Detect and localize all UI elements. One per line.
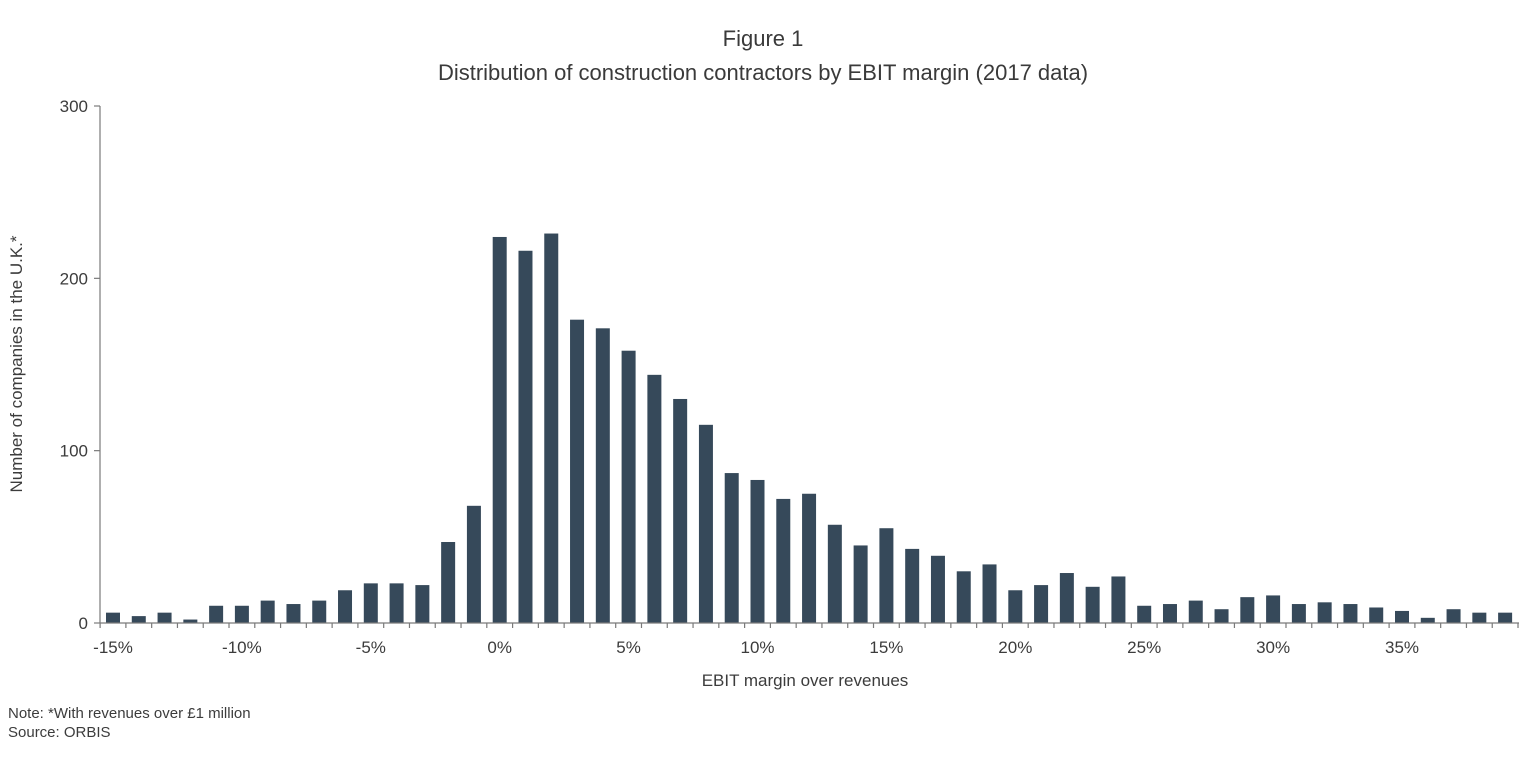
histogram-bar	[827, 524, 842, 623]
x-tick-label: -10%	[222, 638, 262, 657]
histogram-bar	[363, 583, 378, 623]
histogram-bar	[1472, 612, 1487, 623]
histogram-bar	[518, 250, 533, 623]
histogram-bar	[930, 555, 945, 623]
histogram-bar	[209, 605, 224, 623]
histogram-bar	[1137, 605, 1152, 623]
histogram-bar	[853, 545, 868, 623]
histogram-bar	[570, 319, 585, 623]
histogram-bar	[1446, 609, 1461, 623]
x-tick-label: 25%	[1127, 638, 1161, 657]
histogram-bar	[1034, 585, 1049, 623]
histogram-bar	[1395, 610, 1409, 623]
histogram-bar	[1343, 604, 1358, 623]
histogram-bar	[621, 350, 636, 623]
histogram-bar	[776, 498, 791, 623]
x-tick-label: 15%	[869, 638, 903, 657]
histogram-bar	[415, 585, 430, 623]
figure-title: Figure 1	[722, 26, 804, 51]
x-tick-label: 20%	[998, 638, 1032, 657]
histogram-bar	[956, 571, 971, 623]
histogram-bar	[466, 505, 481, 623]
chart-subtitle: Distribution of construction contractors…	[437, 60, 1089, 85]
histogram-bar	[183, 619, 198, 623]
histogram-bar	[157, 612, 172, 623]
histogram-bar	[1317, 602, 1332, 623]
histogram-bar	[286, 604, 301, 623]
histogram-bar	[647, 374, 662, 623]
histogram-bar	[234, 605, 249, 623]
source-note: Source: ORBIS	[8, 724, 111, 741]
histogram-bar	[1420, 617, 1435, 623]
histogram-bar	[879, 528, 894, 623]
x-tick-label: 35%	[1385, 638, 1419, 657]
histogram-bar	[492, 236, 507, 623]
histogram-bar	[595, 328, 610, 623]
histogram-bar	[802, 493, 817, 623]
histogram-bar	[1214, 609, 1229, 623]
x-tick-label: 30%	[1256, 638, 1290, 657]
histogram-bar	[750, 479, 765, 623]
axes	[94, 105, 1519, 628]
histogram-bar	[982, 564, 997, 623]
x-tick-label: -15%	[93, 638, 133, 657]
x-tick-label: 0%	[487, 638, 512, 657]
histogram-bar	[1240, 597, 1255, 623]
histogram-bar	[131, 616, 146, 623]
y-axis-title: Number of companies in the U.K.*	[7, 235, 26, 492]
x-tick-label: 5%	[616, 638, 641, 657]
histogram-bar	[673, 398, 688, 623]
histogram-bar	[389, 583, 404, 623]
histogram-bar	[1369, 607, 1384, 623]
histogram-bar	[1188, 600, 1203, 623]
histogram-bar	[1008, 590, 1023, 623]
histogram-bar	[1498, 612, 1513, 623]
bar-series	[106, 233, 1513, 623]
x-axis-title: EBIT margin over revenues	[702, 671, 909, 690]
chart-notes: Note: *With revenues over £1 million Sou…	[8, 704, 251, 742]
histogram-bar	[1059, 573, 1074, 623]
histogram-bar	[312, 600, 327, 623]
y-tick-label: 100	[60, 442, 88, 461]
y-tick-label: 0	[79, 614, 88, 633]
histogram-bar	[1085, 586, 1100, 623]
histogram-bar	[1266, 595, 1281, 623]
histogram-bar	[441, 542, 456, 623]
histogram-bar	[724, 473, 739, 623]
histogram-bar	[1162, 604, 1177, 623]
x-tick-label: -5%	[356, 638, 386, 657]
histogram-bar	[106, 612, 120, 623]
histogram-bar	[338, 590, 353, 623]
x-tick-label: 10%	[740, 638, 774, 657]
histogram-bar	[698, 424, 713, 623]
histogram-bar	[1291, 604, 1306, 623]
histogram-bar	[544, 233, 559, 623]
y-tick-label: 200	[60, 269, 88, 288]
footnote: Note: *With revenues over £1 million	[8, 705, 251, 722]
histogram-bar	[905, 548, 920, 623]
histogram-bar	[1111, 576, 1126, 623]
tick-labels: 0 100 200 300 -15% -10% -5% 0% 5% 10% 15% 20% 25% 30%…	[60, 97, 1419, 657]
y-tick-label: 300	[60, 97, 88, 116]
histogram-bar	[260, 600, 275, 623]
